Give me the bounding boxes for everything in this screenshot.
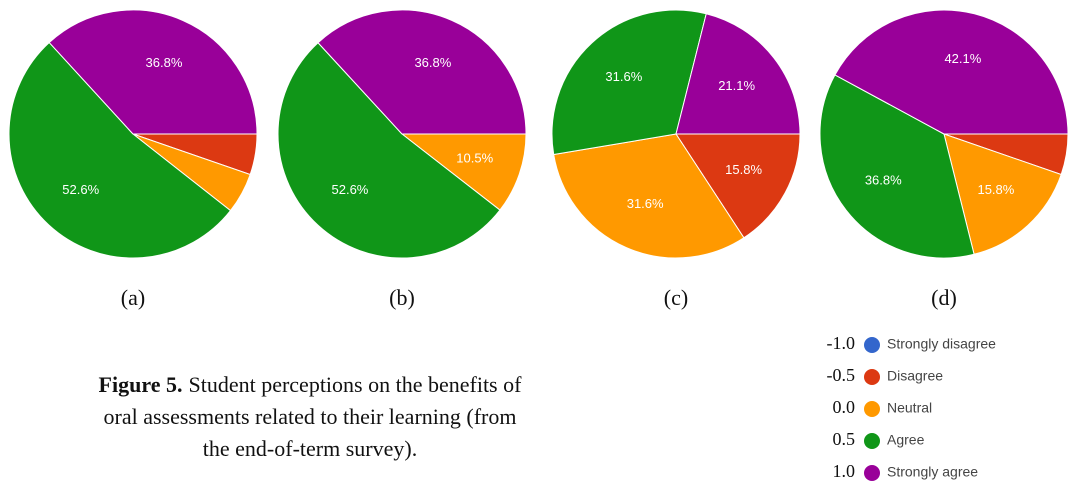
pie-slice — [943, 133, 1062, 255]
legend-score: 1.0 — [833, 461, 856, 481]
slice-label: 15.8% — [977, 182, 1014, 197]
slice-label: 42.1% — [944, 51, 981, 66]
legend-score: 0.5 — [833, 429, 856, 449]
legend-label: Strongly agree — [887, 464, 978, 480]
slice-label: 10.5% — [456, 150, 493, 165]
pie-slice — [675, 133, 801, 239]
pie-slice — [8, 41, 232, 259]
legend-swatch — [864, 401, 880, 417]
pie-caption: (c) — [664, 285, 688, 310]
legend-swatch — [864, 433, 880, 449]
pie-slice — [551, 9, 707, 156]
legend-swatch — [864, 465, 880, 481]
caption-line: Student perceptions on the benefits of — [188, 372, 522, 397]
caption-line: the end-of-term survey). — [203, 436, 417, 461]
pie-slice — [553, 133, 745, 259]
slice-label: 21.1% — [718, 78, 755, 93]
figure-label: Figure 5. — [99, 372, 183, 397]
slice-label: 52.6% — [62, 182, 99, 197]
pie-slice — [277, 42, 501, 259]
pie-slice — [819, 74, 975, 259]
pie-caption: (b) — [389, 285, 415, 310]
slice-label: 52.6% — [332, 182, 369, 197]
pie-caption: (a) — [121, 285, 145, 310]
legend-label: Agree — [887, 432, 925, 448]
pie-slice — [48, 9, 258, 135]
legend-label: Neutral — [887, 400, 932, 416]
slice-label: 15.8% — [725, 162, 762, 177]
slice-label: 36.8% — [146, 55, 183, 70]
legend-label: Strongly disagree — [887, 336, 996, 352]
legend-score: -1.0 — [827, 333, 856, 353]
pie-slice — [317, 9, 527, 135]
slice-label: 36.8% — [865, 173, 902, 188]
pie-slice — [400, 133, 527, 211]
pie-slice — [675, 13, 801, 135]
slice-label: 31.6% — [605, 69, 642, 84]
legend-score: -0.5 — [827, 365, 856, 385]
pie-caption: (d) — [931, 285, 957, 310]
figure-caption: Figure 5. Student perceptions on the bene… — [99, 372, 523, 397]
caption-line: oral assessments related to their learni… — [104, 404, 517, 429]
legend-score: 0.0 — [833, 397, 856, 417]
slice-label: 31.6% — [627, 196, 664, 211]
pie-slice — [834, 9, 1069, 135]
legend-swatch — [864, 337, 880, 353]
slice-label: 36.8% — [414, 55, 451, 70]
legend-swatch — [864, 369, 880, 385]
legend-label: Disagree — [887, 368, 943, 384]
